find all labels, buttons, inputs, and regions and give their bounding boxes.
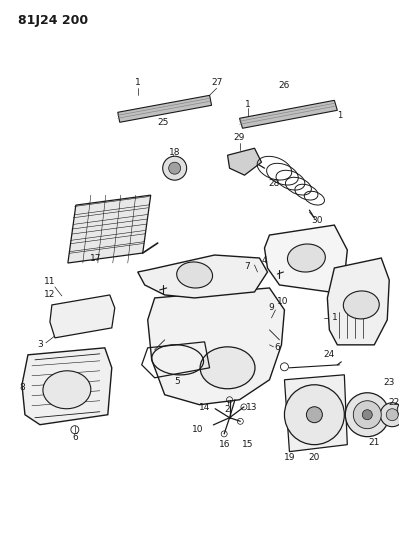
Circle shape	[353, 401, 381, 429]
Text: 1: 1	[337, 111, 342, 120]
Text: 12: 12	[44, 290, 56, 300]
Polygon shape	[228, 148, 262, 175]
Text: 29: 29	[234, 133, 245, 142]
Text: 14: 14	[199, 403, 210, 412]
Text: 24: 24	[324, 350, 335, 359]
Text: 25: 25	[157, 118, 168, 127]
Ellipse shape	[200, 347, 255, 389]
Circle shape	[169, 162, 181, 174]
Polygon shape	[284, 375, 347, 451]
Text: 20: 20	[309, 453, 320, 462]
Text: 19: 19	[284, 453, 295, 462]
Polygon shape	[327, 258, 389, 345]
Text: 30: 30	[312, 215, 323, 224]
Circle shape	[386, 409, 398, 421]
Ellipse shape	[288, 244, 325, 272]
Circle shape	[284, 385, 344, 445]
Circle shape	[306, 407, 322, 423]
Text: 5: 5	[175, 377, 180, 386]
Text: 26: 26	[279, 81, 290, 90]
Circle shape	[380, 403, 400, 427]
Text: 8: 8	[19, 383, 25, 392]
Ellipse shape	[177, 262, 212, 288]
Text: 16: 16	[219, 440, 230, 449]
Circle shape	[345, 393, 389, 437]
Text: 10: 10	[192, 425, 203, 434]
Text: 13: 13	[246, 403, 257, 412]
Text: 23: 23	[384, 378, 395, 387]
Polygon shape	[264, 225, 347, 292]
Text: 22: 22	[389, 398, 400, 407]
Text: 81J24 200: 81J24 200	[18, 14, 88, 28]
Circle shape	[163, 156, 187, 180]
Polygon shape	[118, 95, 212, 122]
Ellipse shape	[343, 291, 379, 319]
Text: 27: 27	[211, 78, 222, 87]
Text: 28: 28	[269, 179, 280, 188]
Polygon shape	[138, 255, 268, 298]
Polygon shape	[22, 348, 112, 425]
Text: 21: 21	[368, 438, 380, 447]
Text: 17: 17	[90, 254, 102, 263]
Text: 6: 6	[274, 343, 280, 352]
Ellipse shape	[43, 371, 91, 409]
Text: 4: 4	[262, 255, 267, 264]
Text: 2: 2	[225, 405, 230, 414]
Polygon shape	[148, 288, 284, 405]
Text: 10: 10	[277, 297, 288, 306]
Text: 6: 6	[72, 433, 78, 442]
Polygon shape	[68, 195, 151, 263]
Text: 7: 7	[245, 262, 250, 271]
Polygon shape	[50, 295, 115, 338]
Text: 3: 3	[37, 341, 43, 349]
Polygon shape	[240, 100, 337, 128]
Text: 11: 11	[44, 278, 56, 286]
Text: 9: 9	[268, 303, 274, 312]
Text: 18: 18	[169, 148, 180, 157]
Text: 1: 1	[245, 100, 250, 109]
Circle shape	[362, 410, 372, 419]
Text: 1: 1	[332, 313, 337, 322]
Circle shape	[397, 402, 400, 418]
Text: 1: 1	[135, 78, 141, 87]
Text: 15: 15	[242, 440, 253, 449]
